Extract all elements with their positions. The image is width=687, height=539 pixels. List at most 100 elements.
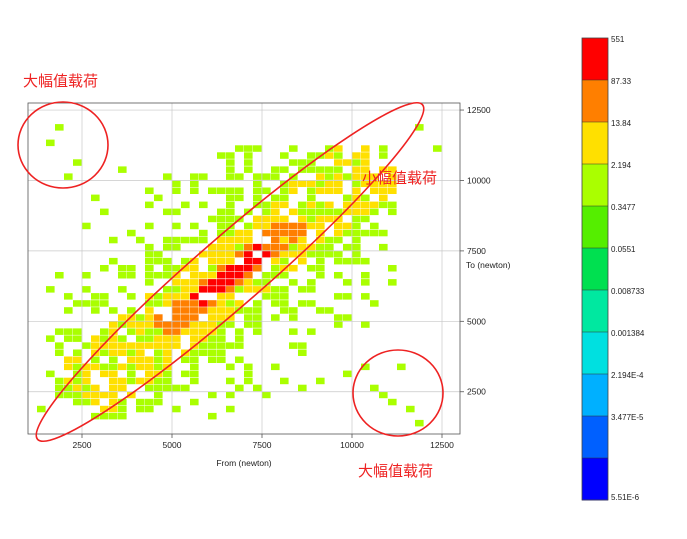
heatmap-cell [388,187,397,194]
heatmap-cell [136,314,145,321]
heatmap-cell [91,293,100,300]
heatmap-cell [154,356,163,363]
heatmap-cell [82,272,91,279]
heatmap-cell [226,173,235,180]
heatmap-cell [289,243,298,251]
heatmap-cell [208,265,217,272]
heatmap-cell [280,257,289,265]
heatmap-cell [235,307,244,314]
heatmap-cell [325,166,334,173]
heatmap-cell [64,384,73,392]
heatmap-cell [190,349,199,356]
heatmap-cell [316,173,325,180]
heatmap-cell [235,356,244,363]
heatmap-cell [217,208,226,216]
heatmap-cell [280,166,289,173]
heatmap-cell [145,405,154,413]
heatmap-cell [172,265,181,272]
heatmap-cell [109,384,118,392]
heatmap-cell [208,412,217,420]
heatmap-cell [316,222,325,230]
heatmap-cell [190,286,199,293]
heatmap-cell [199,201,208,209]
heatmap-cell [316,187,325,194]
heatmap-cell [64,363,73,371]
heatmap-cell [109,342,118,349]
heatmap-cell [163,265,172,272]
heatmap-cell [127,363,136,371]
heatmap-cell [109,391,118,399]
color-scale-band [582,206,608,249]
heatmap-cell [109,412,118,420]
color-scale-border [581,37,609,501]
heatmap-cell [100,342,109,349]
heatmap-cell [262,391,271,399]
plot-frame [27,102,461,435]
heatmap-cell [226,166,235,173]
heatmap-cell [82,363,91,371]
heatmap-cell [64,391,73,399]
heatmap-cell [217,293,226,300]
heatmap-cell [307,243,316,251]
heatmap-cell [325,152,334,159]
heatmap-cell [145,314,154,321]
heatmap-cell [343,314,352,321]
heatmap-cell [307,187,316,194]
heatmap-cell [163,293,172,300]
heatmap-cell [136,405,145,413]
color-scale-legend: 551 87.33 13.84 2.194 0.3477 0.0551 0.008733 0.… [581,35,645,502]
color-scale-band [582,38,608,81]
heatmap-cell [127,265,136,272]
heatmap-cell [289,180,298,187]
heatmap-cell [91,300,100,307]
heatmap-cell [235,236,244,244]
heatmap-cell [46,370,55,378]
heatmap-cell [244,159,253,166]
heatmap-cell [208,335,217,342]
heatmap-cell [190,398,199,406]
heatmap-cell [253,257,262,265]
heatmap-cell [253,222,262,230]
heatmap-cell [343,279,352,286]
heatmap-cell [181,293,190,300]
heatmap-cell [190,265,199,272]
y-axis-label: To (newton) [466,260,511,270]
heatmap-cell [325,236,334,244]
heatmap-cell [235,187,244,194]
color-scale-label: 13.84 [611,119,632,128]
color-scale-band [582,332,608,375]
heatmap-cell [73,377,82,385]
annotation-label-top-left: 大幅值载荷 [23,72,98,90]
heatmap-cell [217,257,226,265]
heatmap-cell [217,243,226,251]
heatmap-cell [244,152,253,159]
color-scale-label: 551 [611,35,625,44]
heatmap-cell [145,187,154,194]
heatmap-cell [271,194,280,202]
heatmap-cell [361,166,370,173]
heatmap-cell [136,356,145,363]
heatmap-cell [325,180,334,187]
heatmap-cell [307,201,316,209]
heatmap-cell [163,370,172,378]
heatmap-cell [199,279,208,286]
heatmap-cell [271,201,280,209]
heatmap-cell [154,272,163,279]
heatmap-cell [271,272,280,279]
heatmap-cell [253,384,262,392]
heatmap-cell [415,419,424,427]
heatmap-cell [262,229,271,237]
heatmap-cell [289,236,298,244]
heatmap-cell [226,391,235,399]
heatmap-cell [172,286,181,293]
heatmap-cell [190,356,199,363]
heatmap-cell [172,180,181,187]
heatmap-cell [361,279,370,286]
heatmap-cell [154,398,163,406]
heatmap-cell [280,222,289,230]
heatmap-cell [127,391,136,399]
heatmap-cell [154,384,163,392]
heatmap-cell [181,384,190,392]
heatmap-cell [172,314,181,321]
heatmap-cell [244,166,253,173]
